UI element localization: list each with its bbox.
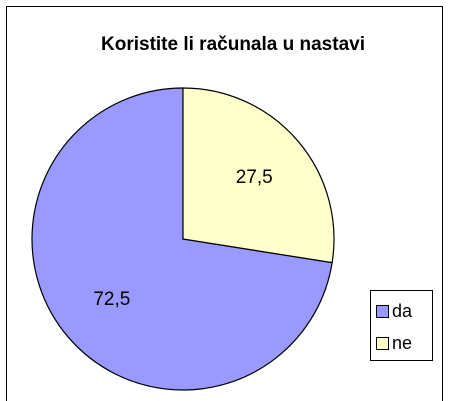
legend-swatch bbox=[376, 305, 389, 318]
chart-frame bbox=[6, 6, 443, 401]
pie-slice bbox=[31, 87, 333, 391]
data-label: 72,5 bbox=[93, 289, 130, 310]
pie-slice bbox=[182, 87, 335, 264]
chart-title: Koristite li računala u nastavi bbox=[101, 34, 365, 55]
legend-label: ne bbox=[392, 333, 412, 353]
legend-label: da bbox=[392, 301, 413, 321]
legend-swatch bbox=[376, 337, 389, 350]
data-label: 27,5 bbox=[236, 167, 273, 188]
